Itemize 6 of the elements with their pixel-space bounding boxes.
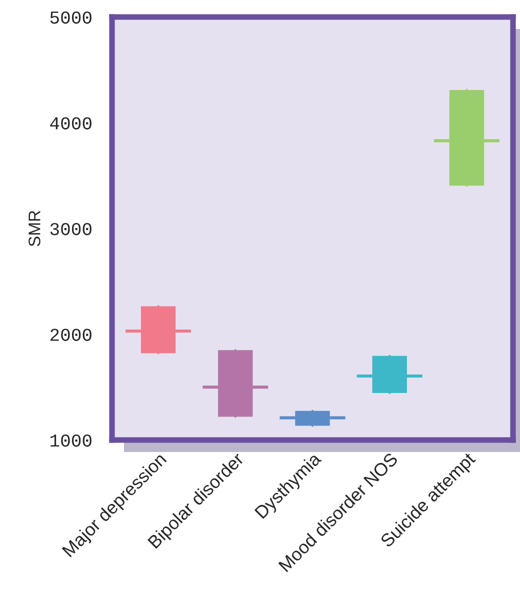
- y-tick-label: 1000: [50, 434, 92, 447]
- y-tick-label: 5000: [50, 11, 92, 24]
- y-tick-label: 3000: [50, 222, 92, 236]
- y-tick-label: 2000: [50, 328, 92, 341]
- y-tick-label: 4000: [50, 117, 92, 130]
- y-axis-title: SMR: [28, 210, 40, 246]
